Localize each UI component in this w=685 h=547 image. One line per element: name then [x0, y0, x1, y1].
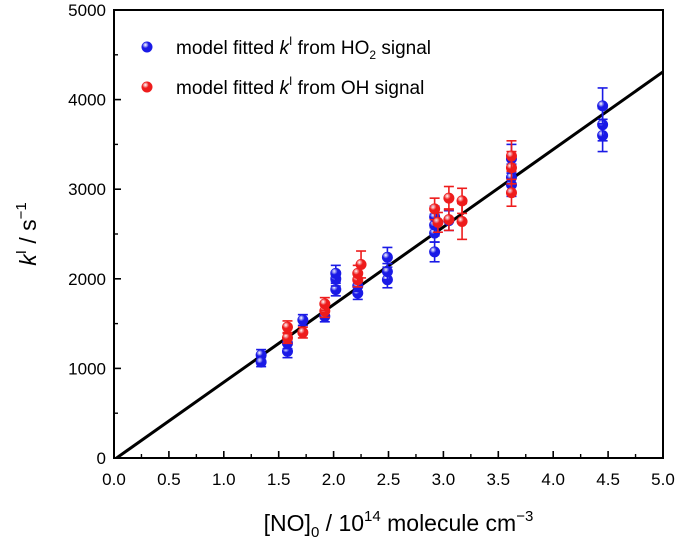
series-oh — [281, 140, 517, 345]
x-tick-label: 2.5 — [377, 470, 401, 489]
data-point — [381, 266, 393, 278]
x-title-text: / 10 — [319, 510, 364, 536]
y-tick-label: 3000 — [68, 180, 106, 199]
x-tick-label: 3.0 — [432, 470, 456, 489]
x-tick-label: 0.5 — [157, 470, 181, 489]
data-point — [281, 321, 293, 333]
y-tick-label: 0 — [97, 449, 106, 468]
data-point — [297, 314, 309, 326]
x-tick-label: 4.5 — [596, 470, 620, 489]
y-title-text: / s — [15, 219, 41, 250]
y-tick-label: 5000 — [68, 1, 106, 20]
data-point — [597, 100, 609, 112]
legend-superscript: I — [289, 34, 292, 48]
legend-text-italic: k — [280, 78, 291, 99]
legend-subscript: 2 — [369, 48, 376, 62]
data-point — [330, 267, 342, 279]
legend-entry: model fitted kI from OH signal — [141, 74, 424, 99]
y-title-superscript: −1 — [13, 202, 30, 219]
data-point — [443, 214, 455, 226]
y-axis-title: kI / s−1 — [13, 202, 41, 265]
x-title-superscript: 14 — [364, 508, 381, 525]
data-point — [505, 150, 517, 162]
data-point — [281, 332, 293, 344]
x-title-subscript: 0 — [311, 524, 319, 541]
legend-text-italic: k — [280, 38, 291, 59]
x-title-text: molecule cm — [381, 510, 516, 536]
x-tick-label: 5.0 — [651, 470, 675, 489]
data-point — [297, 327, 309, 339]
legend-marker — [141, 41, 153, 53]
data-point — [429, 203, 441, 215]
y-tick-label: 2000 — [68, 270, 106, 289]
data-point — [429, 246, 441, 258]
x-tick-label: 2.0 — [322, 470, 346, 489]
axes: 0.0 0.5 1.0 1.5 2.0 2.5 3.0 3.5 4.0 4.5 5.0 0 1000 20… — [68, 1, 675, 489]
legend-label: model fitted kI from HO2 signal — [176, 34, 431, 62]
y-title-superscript: I — [13, 250, 30, 254]
legend-label: model fitted kI from OH signal — [176, 74, 424, 99]
plot-content — [114, 70, 663, 458]
legend-text: signal — [376, 38, 431, 59]
axis-titles: [NO]0 / 1014 molecule cm−3kI / s−1 — [13, 202, 533, 541]
data-point — [432, 216, 444, 228]
legend-text: from HO — [292, 38, 369, 59]
legend-superscript: I — [289, 74, 292, 88]
y-tick-label: 4000 — [68, 91, 106, 110]
legend-entry: model fitted kI from HO2 signal — [141, 34, 431, 62]
fit-line — [114, 70, 663, 458]
legend-text: model fitted — [176, 38, 280, 59]
x-tick-label: 0.0 — [102, 470, 126, 489]
data-point — [443, 192, 455, 204]
x-axis-title: [NO]0 / 1014 molecule cm−3 — [264, 508, 534, 541]
x-tick-label: 3.5 — [486, 470, 510, 489]
series-ho2 — [255, 87, 609, 368]
legend-marker — [141, 81, 153, 93]
legend-text: model fitted — [176, 78, 280, 99]
x-tick-label: 1.5 — [267, 470, 291, 489]
y-title-italic: k — [15, 253, 41, 266]
data-point — [505, 187, 517, 199]
x-title-superscript: −3 — [516, 508, 533, 525]
legend-text: from OH signal — [292, 78, 424, 99]
data-point — [355, 258, 367, 270]
data-point — [381, 251, 393, 263]
data-point — [456, 215, 468, 227]
data-point — [319, 298, 331, 310]
y-tick-label: 1000 — [68, 359, 106, 378]
x-tick-label: 4.0 — [541, 470, 565, 489]
data-point — [255, 356, 267, 368]
x-title-text: [NO] — [264, 510, 311, 536]
x-tick-label: 1.0 — [212, 470, 236, 489]
